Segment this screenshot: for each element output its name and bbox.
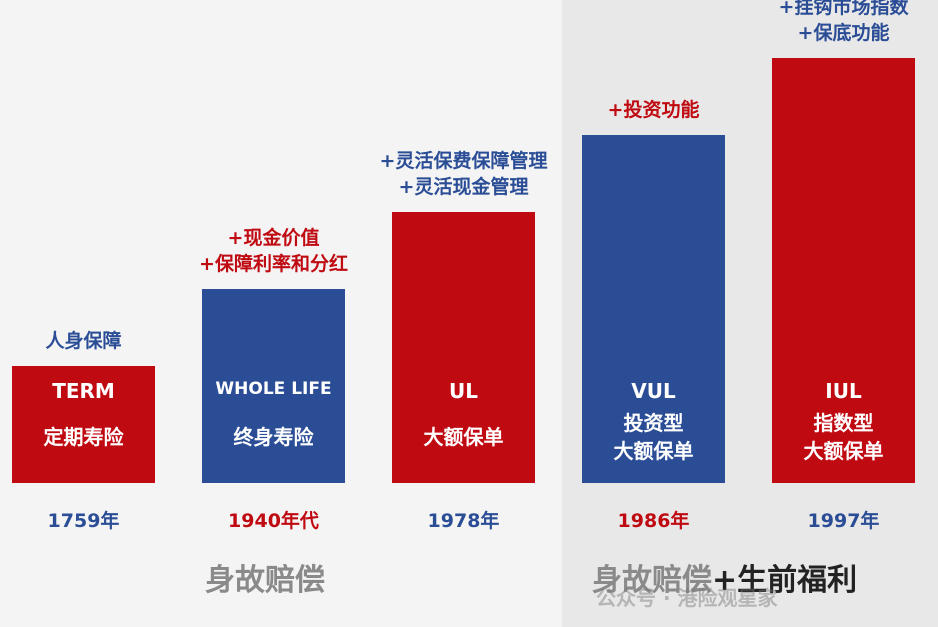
feature-annotation: +投资功能 xyxy=(607,99,700,121)
bar-name-label: 大额保单 xyxy=(423,425,504,449)
footer-death-benefit: 身故赔偿 xyxy=(205,563,325,598)
year-label: 1986年 xyxy=(617,510,690,532)
footer-living-benefit: +生前福利 xyxy=(712,563,858,598)
bar-name-label: 定期寿险 xyxy=(43,425,124,449)
footer-death-living-benefit: 身故赔偿+生前福利 xyxy=(592,555,857,599)
bar-iul: IUL 指数型 大额保单 xyxy=(772,58,915,483)
year-label: 1997年 xyxy=(807,510,880,532)
bar-term: TERM 定期寿险 xyxy=(12,366,155,483)
bar-name-label: 终身寿险 xyxy=(233,425,314,449)
bar-code-label: TERM xyxy=(52,379,115,403)
footer-death-benefit-right: 身故赔偿 xyxy=(592,563,712,598)
bar-name-label: 投资型 大额保单 xyxy=(613,411,694,463)
bar-ul: UL 大额保单 xyxy=(392,212,535,483)
feature-annotation: +灵活保费保障管理 +灵活现金管理 xyxy=(379,150,548,198)
bar-code-label: IUL xyxy=(825,379,862,403)
year-label: 1978年 xyxy=(427,510,500,532)
feature-annotation: +现金价值 +保障利率和分红 xyxy=(199,227,348,275)
feature-annotation: +挂钩市场指数 +保底功能 xyxy=(778,0,909,44)
bar-code-label: VUL xyxy=(631,379,676,403)
watermark: 公众号 · 港险观星家 xyxy=(596,586,778,610)
bar-code-label: WHOLE LIFE xyxy=(215,379,332,399)
year-label: 1940年代 xyxy=(228,510,319,532)
year-label: 1759年 xyxy=(47,510,120,532)
bar-code-label: UL xyxy=(449,379,478,403)
bar-vul: VUL 投资型 大额保单 xyxy=(582,135,725,483)
bar-whole-life: WHOLE LIFE 终身寿险 xyxy=(202,289,345,483)
bar-name-label: 指数型 大额保单 xyxy=(803,411,884,463)
feature-annotation: 人身保障 xyxy=(45,330,122,352)
